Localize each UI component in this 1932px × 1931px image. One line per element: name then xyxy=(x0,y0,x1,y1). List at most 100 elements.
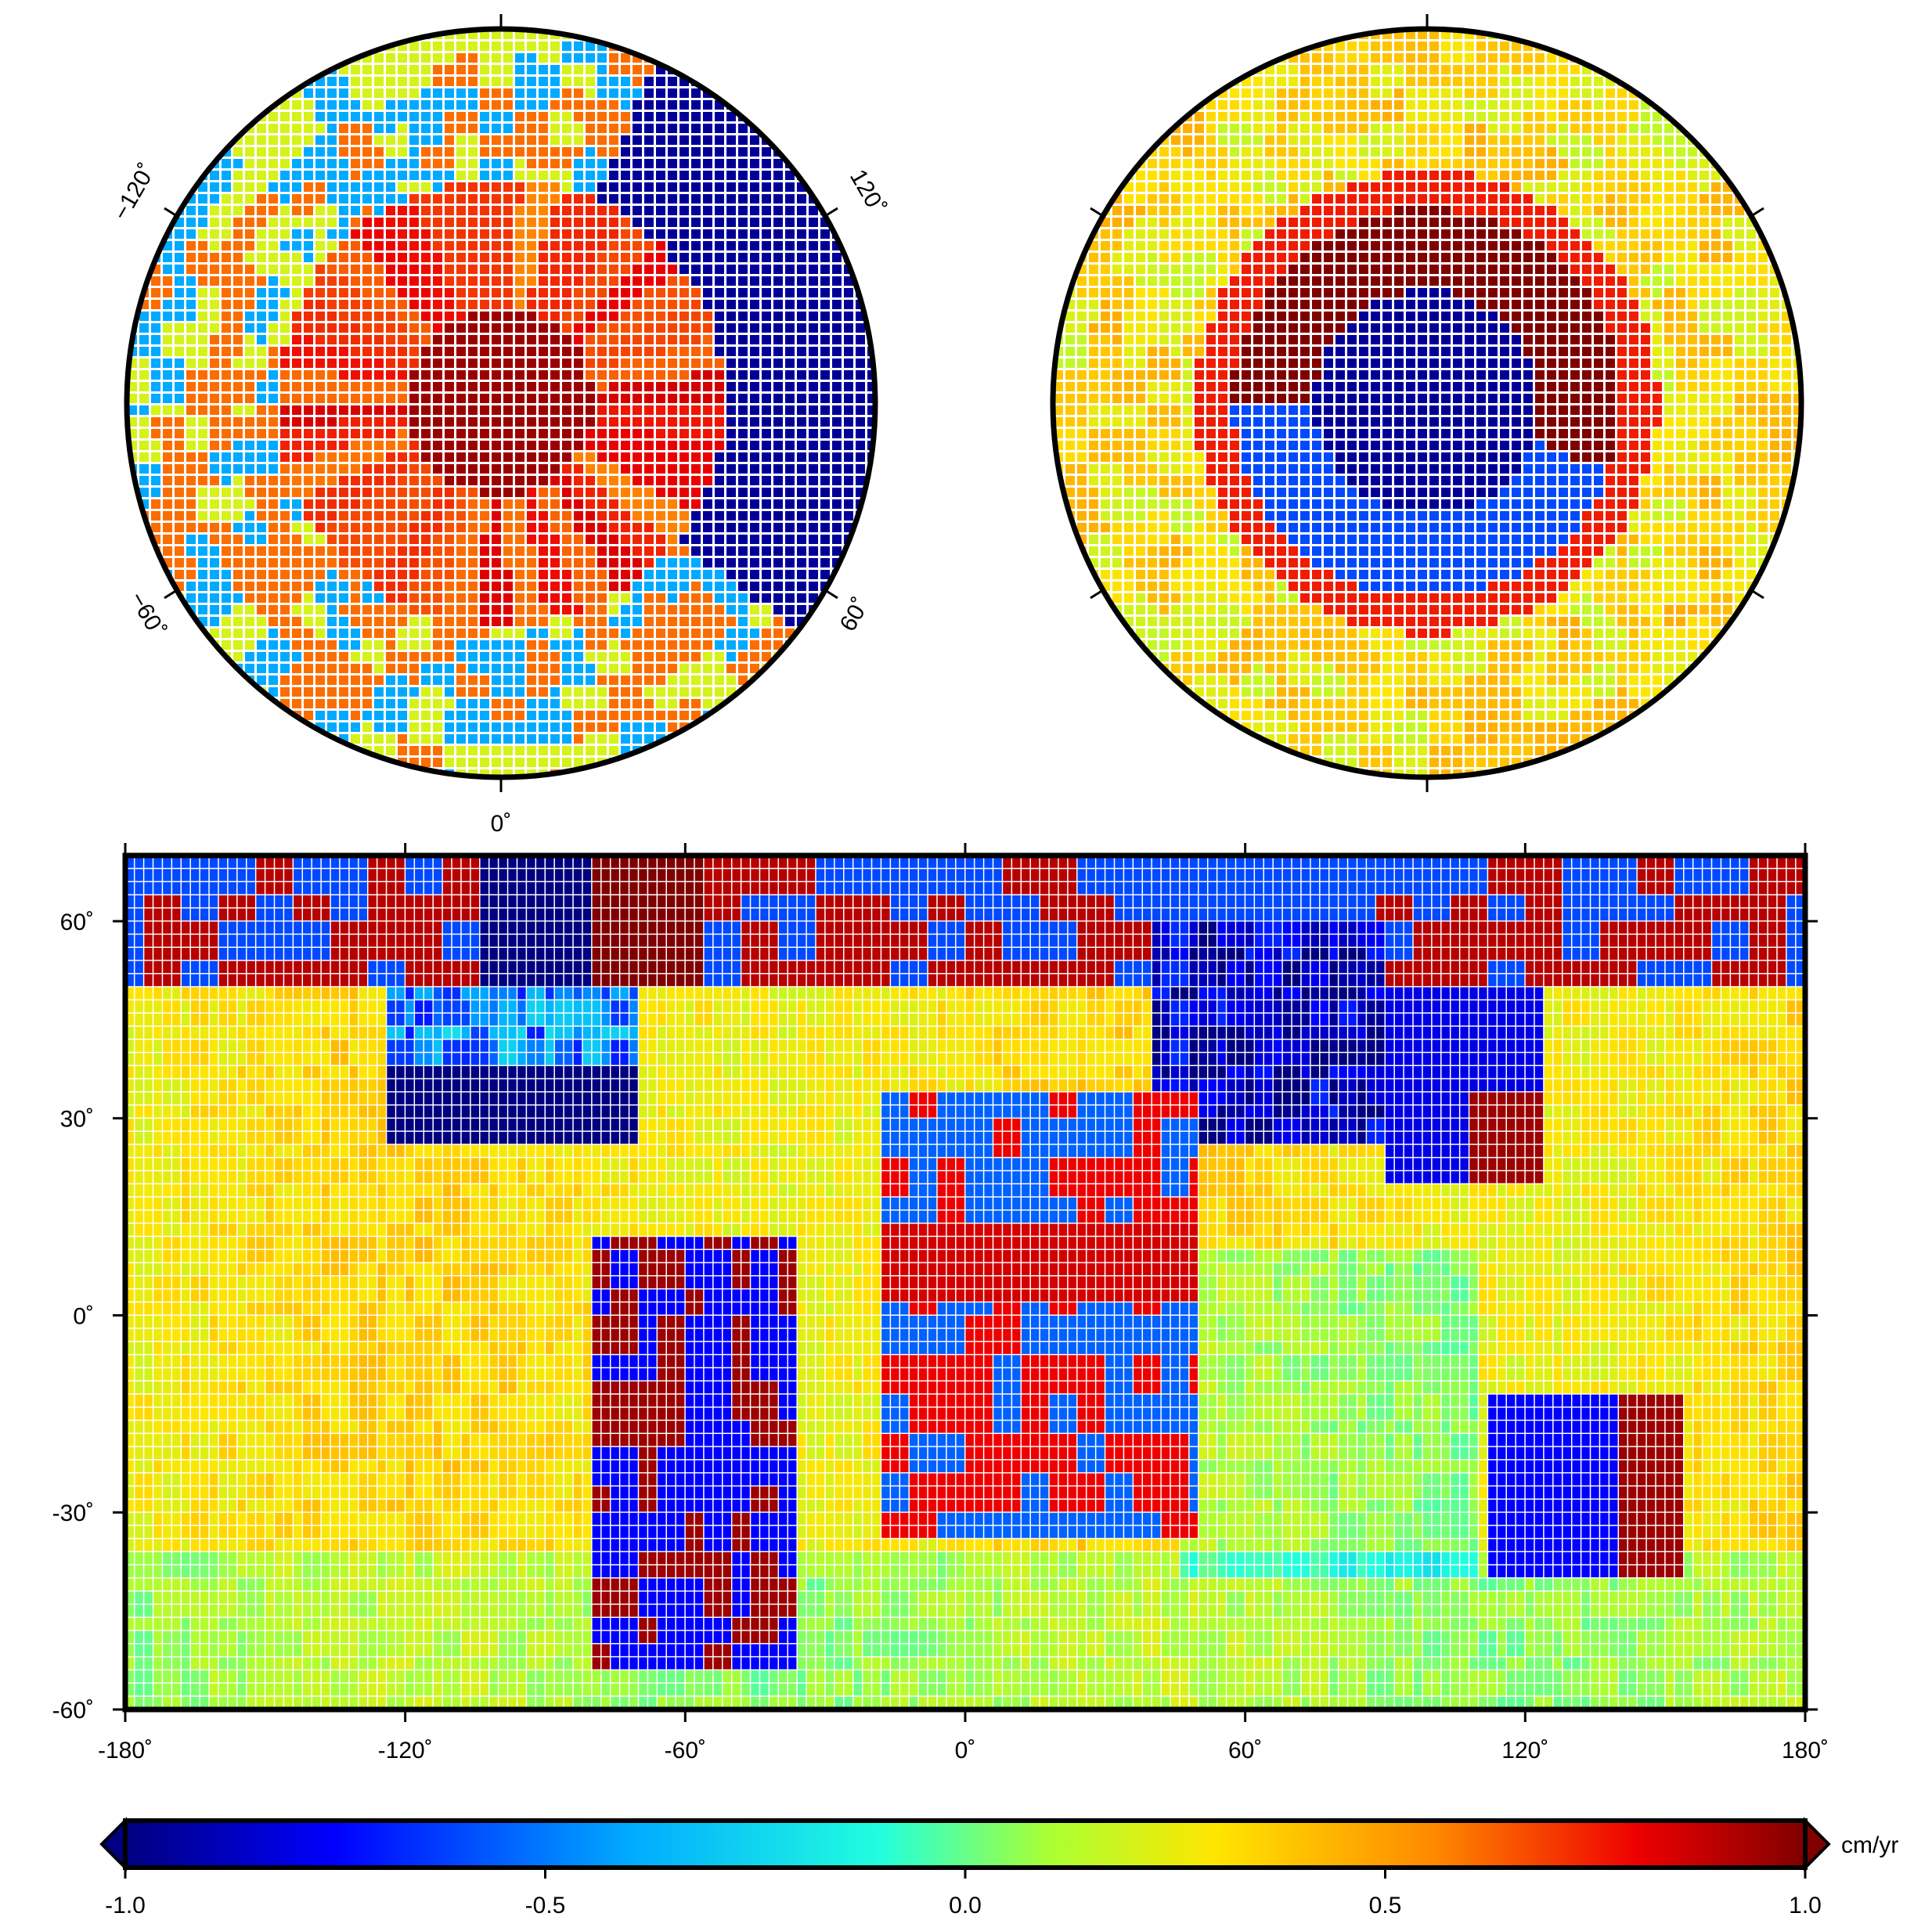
polar-grid-cell xyxy=(409,711,419,720)
polar-grid-cell xyxy=(1183,276,1192,286)
polar-grid-cell xyxy=(691,288,701,297)
polar-grid-cell xyxy=(1465,88,1474,98)
polar-grid-cell xyxy=(550,711,560,720)
polar-grid-cell xyxy=(198,535,207,544)
polar-grid-cell xyxy=(198,347,207,356)
polar-grid-cell xyxy=(480,722,489,732)
polar-grid-cell xyxy=(374,147,384,157)
polar-grid-cell xyxy=(315,629,325,638)
polar-grid-cell xyxy=(456,112,466,121)
polar-grid-cell xyxy=(1453,206,1462,215)
polar-grid-cell xyxy=(1206,171,1216,180)
polar-grid-cell xyxy=(832,312,842,321)
polar-grid-cell xyxy=(1230,124,1239,133)
polar-grid-cell xyxy=(609,276,618,286)
polar-grid-cell xyxy=(1124,335,1134,344)
polar-grid-cell xyxy=(351,546,360,556)
polar-grid-cell xyxy=(280,405,290,415)
polar-grid-cell xyxy=(433,699,442,708)
polar-grid-cell xyxy=(1465,41,1474,51)
polar-grid-cell xyxy=(1512,347,1521,356)
polar-grid-cell xyxy=(257,241,266,250)
polar-grid-cell xyxy=(773,382,783,391)
polar-grid-cell xyxy=(315,746,325,755)
polar-grid-cell xyxy=(1418,135,1427,145)
polar-grid-cell xyxy=(633,77,642,86)
polar-grid-cell xyxy=(351,722,360,732)
polar-grid-cell xyxy=(539,734,548,744)
polar-grid-cell xyxy=(1500,147,1509,157)
polar-grid-cell xyxy=(233,335,243,344)
polar-grid-cell xyxy=(445,746,454,755)
polar-grid-cell xyxy=(421,758,431,767)
polar-grid-cell xyxy=(738,171,748,180)
polar-grid-cell xyxy=(656,159,665,168)
polar-grid-cell xyxy=(492,323,501,333)
polar-grid-cell xyxy=(1641,206,1650,215)
polar-grid-cell xyxy=(762,253,771,262)
polar-grid-cell xyxy=(597,347,607,356)
polar-grid-cell xyxy=(1735,229,1744,239)
polar-grid-cell xyxy=(433,323,442,333)
polar-grid-cell xyxy=(374,535,384,544)
polar-grid-cell xyxy=(762,476,771,485)
polar-grid-cell xyxy=(586,488,595,497)
polar-grid-cell xyxy=(1077,276,1087,286)
polar-grid-cell xyxy=(386,77,395,86)
polar-grid-cell xyxy=(351,206,360,215)
polar-grid-cell xyxy=(292,335,301,344)
polar-grid-cell xyxy=(762,124,771,133)
polar-grid-cell xyxy=(750,171,759,180)
polar-grid-cell xyxy=(1676,358,1685,368)
polar-grid-cell xyxy=(644,523,654,532)
polar-grid-cell xyxy=(726,206,736,215)
polar-grid-cell xyxy=(1512,41,1521,51)
polar-grid-cell xyxy=(292,441,301,450)
polar-grid-cell xyxy=(1700,182,1709,192)
polar-grid-cell xyxy=(386,358,395,368)
polar-grid-cell xyxy=(1324,88,1333,98)
polar-grid-cell xyxy=(762,265,771,274)
polar-grid-cell xyxy=(198,523,207,532)
polar-grid-cell xyxy=(445,312,454,321)
polar-grid-cell xyxy=(1582,135,1591,145)
polar-grid-cell xyxy=(1465,182,1474,192)
polar-grid-cell xyxy=(421,417,431,427)
polar-grid-cell xyxy=(527,558,536,567)
polar-grid-cell xyxy=(233,370,243,380)
polar-grid-cell xyxy=(527,370,536,380)
polar-grid-cell xyxy=(586,229,595,239)
polar-grid-cell xyxy=(315,135,325,145)
polar-grid-cell xyxy=(374,206,384,215)
polar-grid-cell xyxy=(456,394,466,403)
polar-grid-cell xyxy=(351,323,360,333)
polar-grid-cell xyxy=(550,265,560,274)
polar-grid-cell xyxy=(339,288,348,297)
polar-grid-cell xyxy=(1159,335,1169,344)
polar-grid-cell xyxy=(398,323,407,333)
polar-grid-cell xyxy=(1641,347,1650,356)
polar-grid-cell xyxy=(644,511,654,521)
polar-grid-cell xyxy=(1711,323,1721,333)
polar-grid-cell xyxy=(1488,159,1498,168)
polar-grid-cell xyxy=(773,206,783,215)
polar-grid-cell xyxy=(574,41,583,51)
polar-grid-cell xyxy=(515,112,524,121)
polar-grid-cell xyxy=(844,488,853,497)
polar-grid-cell xyxy=(1089,358,1098,368)
polar-grid-cell xyxy=(1382,218,1392,227)
polar-grid-cell xyxy=(679,182,689,192)
polar-grid-cell xyxy=(492,88,501,98)
polar-grid-cell xyxy=(151,394,160,403)
polar-grid-cell xyxy=(1101,253,1110,262)
polar-grid-cell xyxy=(139,253,149,262)
polar-grid-cell xyxy=(362,112,372,121)
polar-grid-cell xyxy=(398,652,407,661)
polar-grid-cell xyxy=(1641,218,1650,227)
polar-grid-cell xyxy=(527,265,536,274)
polar-grid-cell xyxy=(257,617,266,626)
polar-grid-cell xyxy=(198,358,207,368)
polar-grid-cell xyxy=(515,605,524,614)
polar-grid-cell xyxy=(128,511,137,521)
polar-grid-cell xyxy=(1512,335,1521,344)
